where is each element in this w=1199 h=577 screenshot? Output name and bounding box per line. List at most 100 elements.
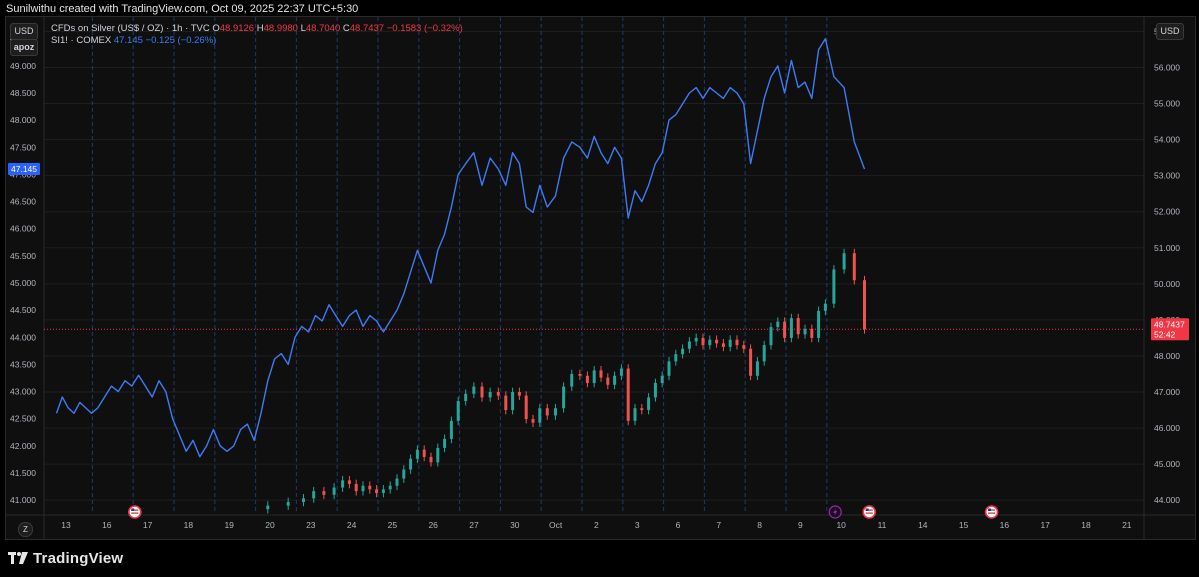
candle-body[interactable] [817, 310, 821, 338]
candle-body[interactable] [660, 375, 664, 383]
candle-body[interactable] [626, 368, 630, 421]
candle-body[interactable] [640, 408, 644, 411]
candle-body[interactable] [517, 392, 521, 396]
chart-plot[interactable]: 41.000 41.500 42.000 42.500 43.000 43.500 44.0… [6, 17, 1195, 539]
candle-body[interactable] [449, 420, 453, 439]
last-price-tag [1151, 318, 1189, 341]
candle-body[interactable] [562, 386, 566, 409]
chart-panel[interactable]: 41.000 41.500 42.000 42.500 43.000 43.500 44.0… [5, 16, 1196, 540]
candle-body[interactable] [511, 392, 515, 411]
candle-body[interactable] [354, 483, 358, 492]
candle-body[interactable] [599, 370, 603, 378]
candle-body[interactable] [606, 377, 610, 385]
candle-body[interactable] [545, 408, 549, 416]
candle-body[interactable] [721, 343, 725, 347]
candle-body[interactable] [480, 386, 484, 398]
candle-body[interactable] [266, 505, 270, 510]
candle-body[interactable] [742, 345, 746, 349]
footer-logo[interactable]: TradingView [8, 548, 123, 568]
candle-body[interactable] [368, 485, 372, 490]
left-axis-tick-label: 43.000 [10, 387, 36, 397]
candle-body[interactable] [488, 392, 492, 398]
candle-body[interactable] [842, 253, 846, 270]
candle-body[interactable] [823, 303, 827, 311]
candle-body[interactable] [456, 401, 460, 421]
candle-body[interactable] [415, 449, 419, 459]
candle-body[interactable] [429, 456, 433, 463]
candle-body[interactable] [810, 328, 814, 338]
candle-body[interactable] [322, 491, 326, 495]
candle-body[interactable] [769, 327, 773, 346]
candle-body[interactable] [776, 321, 780, 328]
candle-body[interactable] [443, 438, 447, 448]
candle-body[interactable] [402, 469, 406, 479]
candle-body[interactable] [538, 408, 542, 423]
right-currency-button[interactable]: USD [1156, 23, 1184, 40]
candle-body[interactable] [796, 318, 800, 335]
candle-body[interactable] [585, 375, 589, 383]
candle-body[interactable] [667, 361, 671, 376]
us-flag-event-icon[interactable] [984, 505, 999, 519]
candle-body[interactable] [728, 339, 732, 347]
flag-canton [988, 508, 992, 511]
candle-body[interactable] [762, 345, 766, 362]
us-flag-event-icon[interactable] [862, 505, 877, 519]
left-scale-button[interactable]: apoz [10, 39, 38, 56]
candle-body[interactable] [524, 395, 528, 420]
candle-body[interactable] [436, 447, 440, 463]
left-currency-button[interactable]: USD [10, 23, 38, 40]
candle-body[interactable] [496, 392, 500, 396]
us-flag-event-icon[interactable] [128, 505, 142, 519]
candle-body[interactable] [852, 253, 856, 281]
candle-body[interactable] [863, 280, 866, 330]
candle-body[interactable] [332, 487, 336, 495]
candle-body[interactable] [302, 498, 305, 502]
candle-body[interactable] [708, 339, 712, 346]
candle-body[interactable] [422, 449, 426, 457]
candle-body[interactable] [832, 269, 836, 304]
candle-body[interactable] [361, 485, 365, 492]
candle-body[interactable] [735, 339, 739, 346]
candle-body[interactable] [701, 337, 705, 346]
candle-body[interactable] [375, 489, 379, 493]
x-axis-tick-label: 26 [428, 520, 438, 530]
candle-body[interactable] [312, 491, 316, 499]
candle-body[interactable] [388, 485, 392, 490]
candle-body[interactable] [504, 395, 508, 411]
candle-body[interactable] [395, 478, 399, 486]
candle-body[interactable] [592, 370, 596, 383]
candle-body[interactable] [783, 321, 787, 338]
candle-body[interactable] [286, 501, 290, 506]
right-axis-tick-label: 48.000 [1154, 351, 1180, 361]
candle-body[interactable] [409, 458, 413, 470]
legend-high: 48.9980 [263, 23, 298, 34]
zoom-button[interactable]: Z [18, 522, 33, 537]
candle-body[interactable] [347, 480, 351, 484]
candle-body[interactable] [570, 373, 574, 387]
candle-body[interactable] [681, 348, 685, 355]
right-axis-tick-label: 56.000 [1154, 62, 1180, 72]
candle-body[interactable] [381, 489, 385, 493]
candle-body[interactable] [472, 386, 476, 394]
flag-stripe [988, 509, 996, 511]
flag-stripe [865, 509, 873, 511]
candle-body[interactable] [647, 397, 651, 411]
candle-body[interactable] [715, 339, 719, 344]
candle-body[interactable] [687, 341, 691, 349]
candle-body[interactable] [613, 375, 617, 385]
candle-body[interactable] [531, 419, 535, 423]
candle-body[interactable] [694, 337, 698, 342]
candle-body[interactable] [578, 373, 582, 376]
candle-body[interactable] [789, 318, 793, 338]
series-line-si1[interactable] [55, 38, 866, 458]
candle-body[interactable] [341, 480, 345, 488]
candle-body[interactable] [633, 408, 637, 421]
candle-body[interactable] [653, 382, 657, 398]
candle-body[interactable] [464, 393, 468, 402]
candle-body[interactable] [553, 408, 557, 416]
candle-body[interactable] [749, 348, 753, 376]
candle-body[interactable] [674, 354, 678, 362]
candle-body[interactable] [803, 328, 807, 335]
candle-body[interactable] [619, 368, 623, 376]
candle-body[interactable] [755, 361, 759, 376]
